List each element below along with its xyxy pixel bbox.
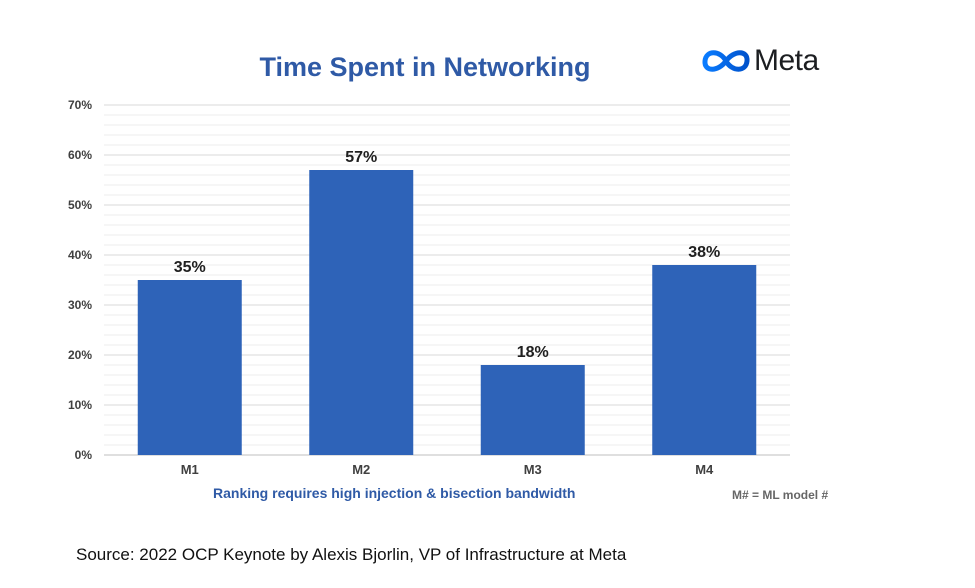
y-tick-label: 10% xyxy=(68,398,92,412)
y-tick-label: 0% xyxy=(75,448,93,462)
meta-infinity-icon xyxy=(702,50,750,72)
y-tick-label: 40% xyxy=(68,248,92,262)
x-tick-label: M3 xyxy=(524,462,542,477)
data-label: 57% xyxy=(345,149,377,166)
x-tick-label: M1 xyxy=(181,462,199,477)
data-label: 18% xyxy=(517,344,549,361)
data-label: 38% xyxy=(688,244,720,261)
y-tick-label: 60% xyxy=(68,148,92,162)
source-text: Source: 2022 OCP Keynote by Alexis Bjorl… xyxy=(76,545,627,564)
y-tick-label: 70% xyxy=(68,98,92,112)
x-tick-label: M4 xyxy=(695,462,714,477)
y-tick-label: 50% xyxy=(68,198,92,212)
meta-logo-text: Meta xyxy=(754,44,819,77)
bar xyxy=(480,365,585,455)
chart-title: Time Spent in Networking xyxy=(259,52,591,82)
y-tick-label: 30% xyxy=(68,298,92,312)
chart-caption: Ranking requires high injection & bisect… xyxy=(213,485,576,501)
bar xyxy=(309,170,414,455)
legend-note: M# = ML model # xyxy=(732,488,829,502)
data-label: 35% xyxy=(174,259,206,276)
x-tick-label: M2 xyxy=(352,462,370,477)
bar xyxy=(652,265,757,455)
y-tick-label: 20% xyxy=(68,348,92,362)
bar xyxy=(137,280,242,455)
meta-logo: Meta xyxy=(700,44,819,78)
